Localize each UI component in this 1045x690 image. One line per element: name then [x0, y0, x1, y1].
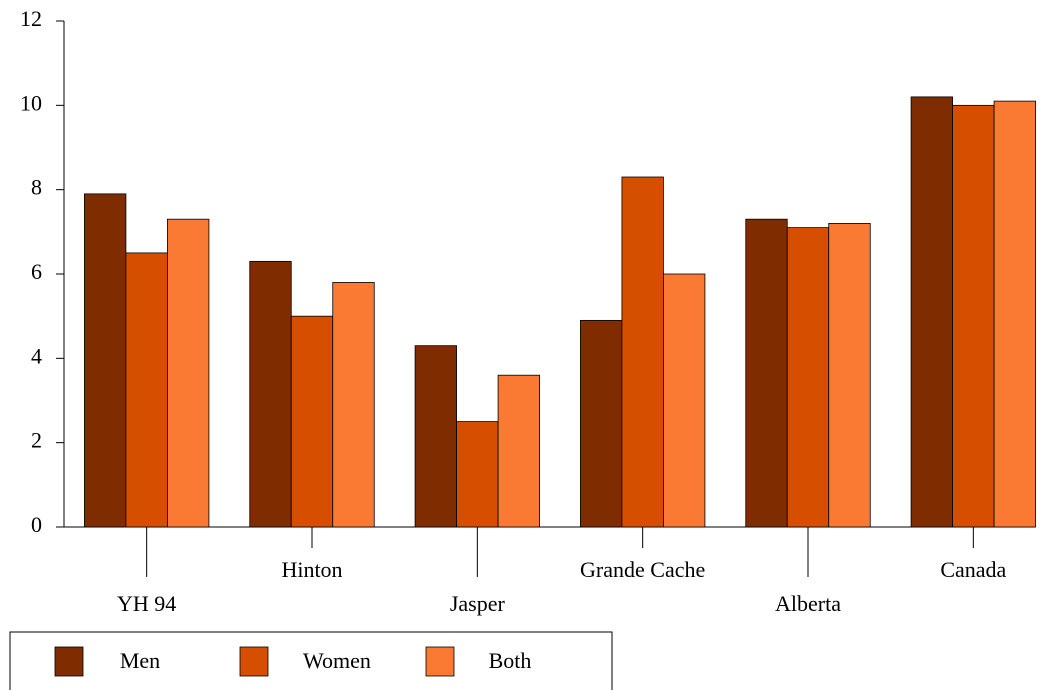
legend-swatch	[425, 646, 455, 677]
bar	[84, 193, 127, 528]
bar	[456, 421, 499, 528]
x-tick-label: YH 94	[117, 591, 176, 616]
bar	[167, 218, 210, 528]
legend-box	[9, 631, 613, 690]
bar	[993, 100, 1036, 528]
y-tick-label: 8	[31, 175, 42, 200]
y-tick-label: 6	[31, 259, 42, 284]
bar	[125, 252, 168, 528]
legend-swatch	[239, 646, 269, 677]
x-tick-label: Canada	[940, 557, 1006, 582]
x-tick-label: Hinton	[281, 557, 342, 582]
x-tick-label: Jasper	[450, 591, 506, 616]
legend-label: Men	[120, 648, 160, 673]
bar	[663, 273, 706, 528]
bar	[249, 260, 292, 528]
legend-label: Women	[303, 648, 371, 673]
bar	[332, 282, 375, 528]
bar	[497, 374, 540, 528]
y-tick-label: 0	[31, 512, 42, 537]
y-tick-label: 2	[31, 428, 42, 453]
bar	[621, 176, 664, 528]
bar	[786, 227, 830, 528]
bar	[580, 319, 623, 528]
bar	[952, 104, 995, 528]
legend-swatch	[54, 646, 84, 677]
y-tick-label: 4	[31, 343, 42, 368]
bar	[910, 96, 953, 528]
y-tick-label: 10	[20, 90, 42, 115]
bar	[414, 345, 457, 528]
y-tick-label: 12	[20, 6, 42, 31]
bar	[745, 218, 788, 528]
x-tick-label: Grande Cache	[580, 557, 705, 582]
bar	[290, 315, 334, 528]
x-tick-label: Alberta	[775, 591, 841, 616]
legend-label: Both	[489, 648, 532, 673]
bar	[828, 222, 871, 528]
